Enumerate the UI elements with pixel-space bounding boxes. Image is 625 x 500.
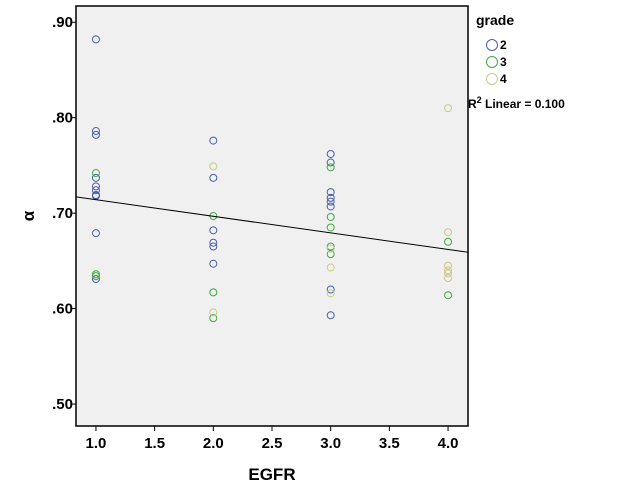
data-point-grade-3 [444,237,453,246]
data-point-grade-3 [91,169,100,178]
data-point-grade-2 [326,149,335,158]
data-point-grade-2 [91,182,100,191]
legend-label-grade-2: 2 [500,38,507,52]
data-point-grade-2 [91,35,100,44]
axis-ticks: 1.0 1.5 2.0 2.5 3.0 3.5 4.0 .90 .80 .70 .60 .50 [52,14,458,452]
legend-marker-grade-2 [486,39,498,51]
y-tick-label: .60 [52,301,73,318]
x-axis-title: EGFR [248,465,295,484]
data-point-grade-3 [444,291,453,300]
x-tick-label: 4.0 [438,435,459,452]
legend-entries: 2 3 4 [486,38,507,86]
data-point-grade-4 [326,289,335,298]
legend-title: grade [476,12,514,28]
data-point-grade-2 [209,238,218,247]
x-tick-label: 2.5 [262,435,283,452]
legend-marker-grade-4 [486,73,498,85]
data-point-grade-2 [326,285,335,294]
data-point-grade-4 [326,244,335,253]
data-point-grade-3 [91,272,100,281]
data-point-grade-2 [326,188,335,197]
x-tick-label: 3.0 [320,435,341,452]
data-point-grade-2 [326,193,335,202]
legend-label-grade-3: 3 [500,55,507,69]
data-point-grade-4 [444,266,453,275]
fit-line-label-sup: 2 [477,95,482,105]
data-point-grade-4 [444,274,453,283]
x-tick-label: 3.5 [379,435,400,452]
y-tick-label: .90 [52,14,73,31]
data-point-grade-2 [91,186,100,195]
data-point-grade-2 [91,173,100,182]
data-point-grade-4 [444,261,453,270]
data-point-grade-3 [326,250,335,259]
fit-line-label-prefix: R [468,97,477,111]
data-point-grade-4 [209,308,218,317]
data-point-grade-3 [326,163,335,172]
legend-marker-grade-3 [486,56,498,68]
fit-line-label: R2 Linear = 0.100 [468,95,565,111]
data-point-grade-3 [209,314,218,323]
fit-line [75,196,469,253]
data-point-grade-3 [209,288,218,297]
data-point-grade-2 [209,242,218,251]
data-points [91,35,453,323]
y-tick-label: .50 [52,396,73,413]
y-tick-label: .70 [52,205,73,222]
data-point-grade-2 [209,259,218,268]
data-point-grade-3 [326,212,335,221]
data-point-grade-2 [91,130,100,139]
x-tick-label: 1.5 [144,435,165,452]
legend: grade 2 3 4 [476,12,514,86]
data-point-grade-4 [444,104,453,113]
data-point-grade-4 [209,162,218,171]
data-point-grade-2 [209,226,218,235]
x-tick-label: 2.0 [203,435,224,452]
data-point-grade-3 [326,223,335,232]
data-point-grade-2 [91,229,100,238]
data-point-grade-2 [326,197,335,206]
data-point-grade-2 [326,158,335,167]
data-point-grade-2 [326,202,335,211]
plot-area [75,5,469,427]
data-point-grade-2 [91,275,100,283]
data-point-grade-2 [209,173,218,182]
data-point-grade-2 [209,136,218,145]
y-axis-title: α [19,210,38,221]
data-point-grade-4 [444,269,453,278]
legend-label-grade-4: 4 [500,72,507,86]
data-point-grade-2 [326,311,335,320]
fit-line-label-suffix: Linear = 0.100 [482,97,565,111]
x-tick-label: 1.0 [86,435,107,452]
data-point-grade-4 [444,228,453,237]
data-point-grade-4 [326,263,335,272]
data-point-grade-2 [91,127,100,136]
y-tick-label: .80 [52,110,73,127]
